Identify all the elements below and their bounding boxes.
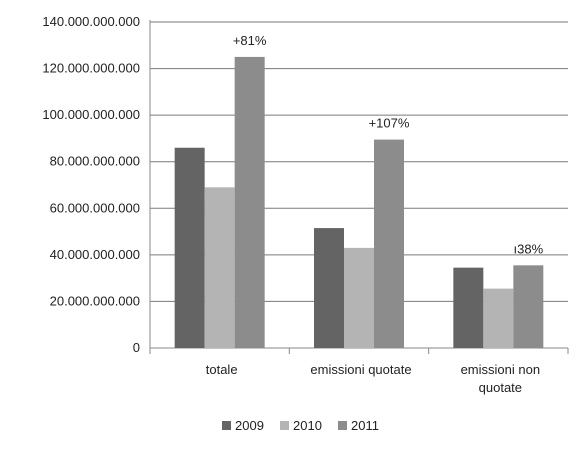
x-category-label: quotate xyxy=(479,380,522,395)
y-tick-label: 140.000.000.000 xyxy=(42,14,140,29)
bar-2011-2 xyxy=(513,265,544,348)
bar-2010-1 xyxy=(344,247,374,348)
legend-swatch-2009 xyxy=(222,421,231,430)
bar-annotation: ı38% xyxy=(514,241,544,256)
y-tick-label: 60.000.000.000 xyxy=(50,200,140,215)
y-tick-label: 80.000.000.000 xyxy=(50,154,140,169)
bar-2009-0 xyxy=(174,147,205,348)
legend-label: 2010 xyxy=(293,418,322,433)
y-tick-label: 0 xyxy=(133,340,140,355)
legend-label: 2011 xyxy=(351,418,379,433)
bar-annotation: +81% xyxy=(233,33,267,48)
bar-2009-2 xyxy=(453,267,484,348)
bar-2011-0 xyxy=(234,56,265,349)
y-tick-label: 40.000.000.000 xyxy=(50,247,140,262)
y-tick-label: 100.000.000.000 xyxy=(42,107,140,122)
bar-annotation: +107% xyxy=(369,116,410,131)
bar-2009-1 xyxy=(314,228,344,348)
x-category-label: emissioni non xyxy=(461,362,541,377)
x-category-label: totale xyxy=(206,362,238,377)
bar-2010-2 xyxy=(483,288,514,348)
x-category-label: emissioni quotate xyxy=(310,362,411,377)
bar-2010-0 xyxy=(204,187,235,348)
y-tick-label: 120.000.000.000 xyxy=(42,61,140,76)
y-tick-label: 20.000.000.000 xyxy=(50,293,140,308)
legend-label: 2009 xyxy=(235,418,264,433)
legend-swatch-2011 xyxy=(338,421,347,430)
bar-2011-1 xyxy=(374,139,404,348)
legend-swatch-2010 xyxy=(280,421,289,430)
